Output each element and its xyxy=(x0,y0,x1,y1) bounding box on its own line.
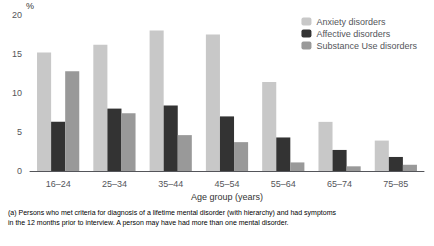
svg-text:(a) Persons who met criteria f: (a) Persons who met criteria for diagnos… xyxy=(8,209,336,217)
svg-text:75–85: 75–85 xyxy=(383,179,408,189)
svg-text:5: 5 xyxy=(17,127,22,137)
svg-text:in the 12 months prior to inte: in the 12 months prior to interview. A p… xyxy=(8,219,289,227)
svg-text:65–74: 65–74 xyxy=(327,179,352,189)
svg-text:10: 10 xyxy=(12,88,22,98)
svg-text:Substance Use disorders: Substance Use disorders xyxy=(316,41,417,51)
svg-text:16–24: 16–24 xyxy=(46,179,71,189)
svg-text:Age group (years): Age group (years) xyxy=(191,192,263,202)
svg-text:25–34: 25–34 xyxy=(102,179,127,189)
svg-text:0: 0 xyxy=(17,166,22,176)
svg-text:15: 15 xyxy=(12,49,22,59)
svg-text:55–64: 55–64 xyxy=(271,179,296,189)
svg-text:45–54: 45–54 xyxy=(214,179,239,189)
svg-text:Affective disorders: Affective disorders xyxy=(316,29,390,39)
svg-text:35–44: 35–44 xyxy=(158,179,183,189)
svg-text:%: % xyxy=(26,1,34,11)
svg-text:Anxiety disorders: Anxiety disorders xyxy=(316,17,386,27)
svg-text:20: 20 xyxy=(12,10,22,20)
